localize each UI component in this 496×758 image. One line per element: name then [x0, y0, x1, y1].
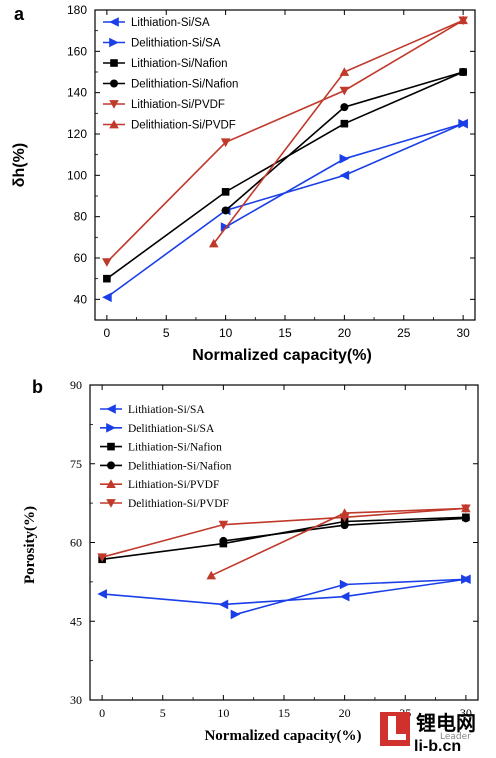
data-point-b-0	[218, 599, 229, 610]
legend-label-a-1: Delithiation-Si/SA	[131, 38, 221, 50]
legend-marker-a-1	[109, 37, 119, 48]
legend-label-b-2: Lithiation-Si/Nafion	[128, 442, 222, 454]
data-point-a-4	[102, 258, 112, 267]
legend-marker-b-4	[106, 479, 116, 489]
y-tick-label-a: 180	[67, 3, 87, 17]
legend-label-b-0: Lithiation-Si/SA	[128, 404, 205, 416]
x-tick-label-a: 25	[397, 326, 411, 340]
data-point-b-1	[230, 609, 241, 620]
legend-marker-b-2	[107, 442, 115, 451]
x-tick-label-a: 5	[163, 326, 170, 340]
x-tick-label-b: 10	[217, 706, 229, 720]
x-tick-label-a: 30	[456, 326, 470, 340]
data-point-a-5	[208, 238, 219, 248]
y-tick-label-a: 40	[74, 292, 88, 306]
data-point-a-1	[339, 154, 350, 164]
data-point-b-5	[97, 553, 107, 562]
data-point-a-3	[459, 68, 468, 76]
y-axis-label-b: Porosity(%)	[22, 506, 38, 584]
data-point-a-2	[221, 188, 230, 196]
legend-label-a-2: Lithiation-Si/Nafion	[131, 58, 228, 70]
y-tick-label-a: 60	[74, 251, 88, 265]
legend-label-b-5: Delithiation-Si/PVDF	[128, 498, 229, 510]
data-point-b-3	[340, 521, 349, 530]
panel-letter-a: a	[14, 4, 25, 24]
x-tick-label-a: 10	[219, 326, 233, 340]
panel-letter-b: b	[32, 377, 43, 397]
data-point-a-4	[220, 138, 231, 148]
data-point-b-5	[339, 513, 350, 523]
y-tick-label-b: 45	[70, 614, 82, 628]
legend-label-b-4: Lithiation-Si/PVDF	[128, 479, 219, 491]
legend-marker-a-5	[109, 119, 119, 129]
series-line-b-2	[102, 516, 466, 561]
legend-label-a-0: Lithiation-Si/SA	[131, 17, 210, 29]
data-point-b-5	[218, 520, 229, 530]
x-tick-label-b: 30	[460, 706, 472, 720]
x-tick-label-b: 5	[160, 706, 166, 720]
data-point-b-0	[339, 591, 350, 602]
data-point-a-4	[339, 86, 350, 96]
y-tick-label-a: 100	[67, 168, 87, 182]
data-point-a-0	[339, 170, 350, 181]
panel-b: b 0510152025303045607590 Lithiation-Si/S…	[22, 377, 479, 744]
legend-marker-a-2	[110, 59, 118, 67]
y-tick-label-b: 60	[70, 536, 82, 550]
data-point-a-2	[340, 119, 349, 128]
watermark-url: li-b.cn	[414, 738, 461, 755]
legend-label-a-5: Delithiation-Si/PVDF	[131, 120, 236, 132]
legend-marker-b-0	[106, 404, 116, 414]
x-tick-label-a: 15	[278, 326, 292, 340]
legend-label-b-3: Delithiation-Si/Nafion	[128, 460, 232, 472]
y-tick-label-a: 140	[67, 86, 87, 100]
x-tick-label-b: 0	[99, 706, 105, 720]
watermark-brand: 锂电网	[416, 711, 476, 735]
legend-marker-a-4	[109, 100, 119, 109]
y-tick-label-b: 90	[70, 378, 82, 392]
legend-marker-a-0	[109, 17, 119, 27]
x-tick-label-b: 20	[339, 706, 351, 720]
data-point-a-5	[339, 67, 350, 76]
legend-marker-b-3	[107, 461, 115, 470]
data-point-a-1	[458, 118, 468, 129]
data-point-b-1	[461, 574, 471, 585]
legend-marker-b-5	[106, 499, 116, 508]
data-point-b-0	[97, 589, 107, 599]
x-axis-label-b: Normalized capacity(%)	[204, 728, 361, 744]
data-point-b-5	[461, 504, 471, 514]
data-point-a-2	[103, 274, 111, 283]
data-point-b-1	[339, 579, 350, 590]
data-point-a-0	[102, 292, 112, 303]
data-point-b-4	[206, 570, 217, 580]
y-tick-label-b: 75	[70, 457, 82, 471]
y-tick-label-a: 160	[67, 44, 87, 58]
watermark: 锂电网 li-b.cn Leader	[380, 711, 476, 755]
legend-marker-b-1	[106, 423, 116, 433]
y-tick-label-a: 80	[74, 210, 88, 224]
y-tick-label-b: 30	[70, 693, 82, 707]
plot-frame-a	[94, 9, 476, 321]
data-point-b-3	[219, 536, 228, 545]
y-axis-label-a: δh(%)	[11, 143, 28, 187]
legend-label-a-4: Lithiation-Si/PVDF	[131, 99, 225, 111]
data-point-a-3	[221, 206, 230, 215]
legend-marker-a-3	[110, 79, 118, 88]
series-line-b-5	[101, 507, 466, 558]
x-axis-label-a: Normalized capacity(%)	[192, 347, 372, 364]
x-tick-label-b: 15	[278, 706, 290, 720]
legend-label-b-1: Delithiation-Si/SA	[128, 423, 215, 435]
data-point-a-3	[340, 103, 349, 112]
x-tick-label-a: 0	[104, 326, 111, 340]
x-tick-label-a: 20	[338, 326, 352, 340]
data-point-b-3	[461, 514, 470, 523]
data-point-a-5	[458, 15, 468, 25]
y-tick-label-a: 120	[67, 127, 87, 141]
legend-label-a-3: Delithiation-Si/Nafion	[131, 79, 238, 91]
series-line-a-4	[106, 19, 464, 263]
panel-a: a 0 5 10 15 20 25 30 40 60 80 100 120 140 160 180 Lith…	[11, 3, 476, 364]
watermark-small: Leader	[440, 732, 471, 742]
